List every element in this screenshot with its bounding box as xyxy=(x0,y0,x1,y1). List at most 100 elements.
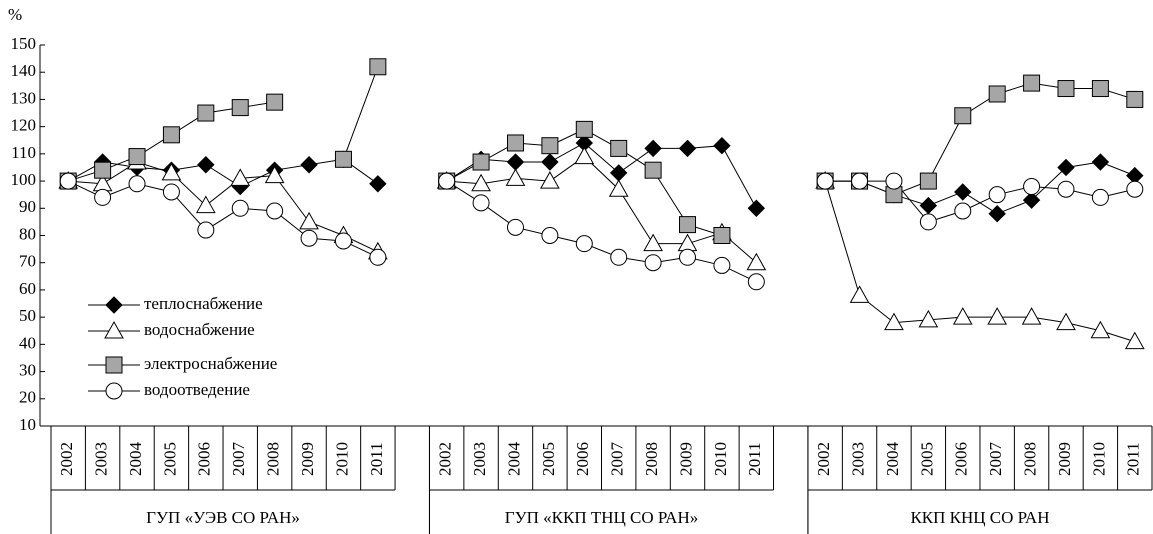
y-tick-label: 80 xyxy=(19,224,36,243)
marker xyxy=(334,150,352,168)
marker xyxy=(162,126,180,144)
series-line xyxy=(67,180,379,258)
marker xyxy=(506,153,525,171)
marker xyxy=(988,186,1006,204)
y-tick-label: 60 xyxy=(19,279,36,298)
marker xyxy=(1126,180,1144,198)
legend-label: теплоснабжение xyxy=(144,294,263,313)
marker xyxy=(197,156,215,174)
y-tick-label: 50 xyxy=(19,306,36,325)
marker xyxy=(610,139,628,157)
marker xyxy=(197,221,215,239)
marker xyxy=(643,233,663,252)
x-tick-label: 2008 xyxy=(264,442,283,476)
x-tick-label: 2006 xyxy=(952,442,971,476)
marker xyxy=(1126,90,1144,108)
x-tick-label: 2005 xyxy=(917,442,936,476)
marker xyxy=(540,171,560,189)
y-tick-label: 70 xyxy=(19,252,36,271)
x-tick-label: 2002 xyxy=(436,442,455,476)
marker xyxy=(816,172,834,190)
marker xyxy=(1057,158,1075,177)
marker xyxy=(541,153,559,171)
marker xyxy=(231,199,249,217)
marker xyxy=(952,307,973,325)
marker xyxy=(747,273,765,291)
marker xyxy=(1057,180,1075,198)
series-line xyxy=(446,180,757,283)
marker xyxy=(884,312,904,331)
group-label: ККП КНЦ СО РАН xyxy=(910,508,1049,527)
series-line xyxy=(825,180,1135,223)
x-tick-label: 2011 xyxy=(367,442,386,475)
x-tick-label: 2004 xyxy=(883,442,902,477)
marker xyxy=(264,165,285,184)
marker xyxy=(678,139,697,158)
marker xyxy=(230,168,251,186)
y-tick-label: 90 xyxy=(19,197,36,216)
marker xyxy=(266,93,284,111)
x-tick-label: 2007 xyxy=(608,442,627,477)
marker xyxy=(918,309,939,328)
marker xyxy=(1022,191,1041,209)
marker xyxy=(574,146,595,165)
marker xyxy=(506,134,524,152)
marker xyxy=(195,195,216,214)
y-tick-label: 40 xyxy=(19,333,36,352)
marker xyxy=(1091,153,1110,171)
marker xyxy=(128,148,146,166)
marker xyxy=(849,285,870,303)
marker xyxy=(679,248,697,266)
x-tick-label: 2011 xyxy=(1124,442,1143,475)
series-line xyxy=(68,161,379,253)
group-label: ГУП «УЭВ СО РАН» xyxy=(146,508,300,527)
marker xyxy=(644,139,662,158)
marker xyxy=(1021,307,1042,325)
marker xyxy=(1056,312,1076,331)
x-tick-label: 2002 xyxy=(814,442,833,476)
marker xyxy=(300,156,318,174)
marker xyxy=(575,235,593,253)
x-tick-label: 2008 xyxy=(1020,442,1039,476)
marker xyxy=(885,172,903,190)
marker xyxy=(438,172,456,190)
marker xyxy=(231,99,249,117)
marker xyxy=(541,137,559,155)
marker xyxy=(608,179,629,197)
marker xyxy=(105,356,123,374)
marker xyxy=(541,227,559,244)
marker xyxy=(677,233,698,252)
x-tick-label: 2003 xyxy=(470,442,489,476)
group-label: ГУП «ККП ТНЦ СО РАН» xyxy=(505,508,698,527)
marker xyxy=(988,85,1006,103)
marker xyxy=(161,162,182,181)
marker xyxy=(679,216,697,234)
marker xyxy=(988,205,1006,223)
x-tick-label: 2005 xyxy=(160,442,179,476)
marker xyxy=(610,248,628,266)
marker xyxy=(644,161,662,179)
series-line xyxy=(825,82,1135,196)
marker xyxy=(105,382,123,400)
marker xyxy=(369,248,387,266)
x-tick-label: 2010 xyxy=(332,442,351,476)
x-tick-label: 2004 xyxy=(126,442,145,477)
marker xyxy=(162,183,180,201)
marker xyxy=(1091,188,1109,206)
marker xyxy=(334,232,352,250)
marker xyxy=(506,218,524,236)
x-tick-label: 2005 xyxy=(539,442,558,476)
marker xyxy=(128,175,146,193)
x-tick-label: 2003 xyxy=(92,442,111,476)
marker xyxy=(197,104,215,122)
marker xyxy=(300,229,318,247)
x-tick-label: 2002 xyxy=(57,442,76,476)
series-line xyxy=(67,158,379,188)
x-tick-label: 2007 xyxy=(986,442,1005,477)
marker xyxy=(609,164,628,182)
marker xyxy=(919,213,937,231)
marker xyxy=(505,168,526,186)
x-tick-label: 2006 xyxy=(573,442,592,476)
marker xyxy=(472,194,490,212)
